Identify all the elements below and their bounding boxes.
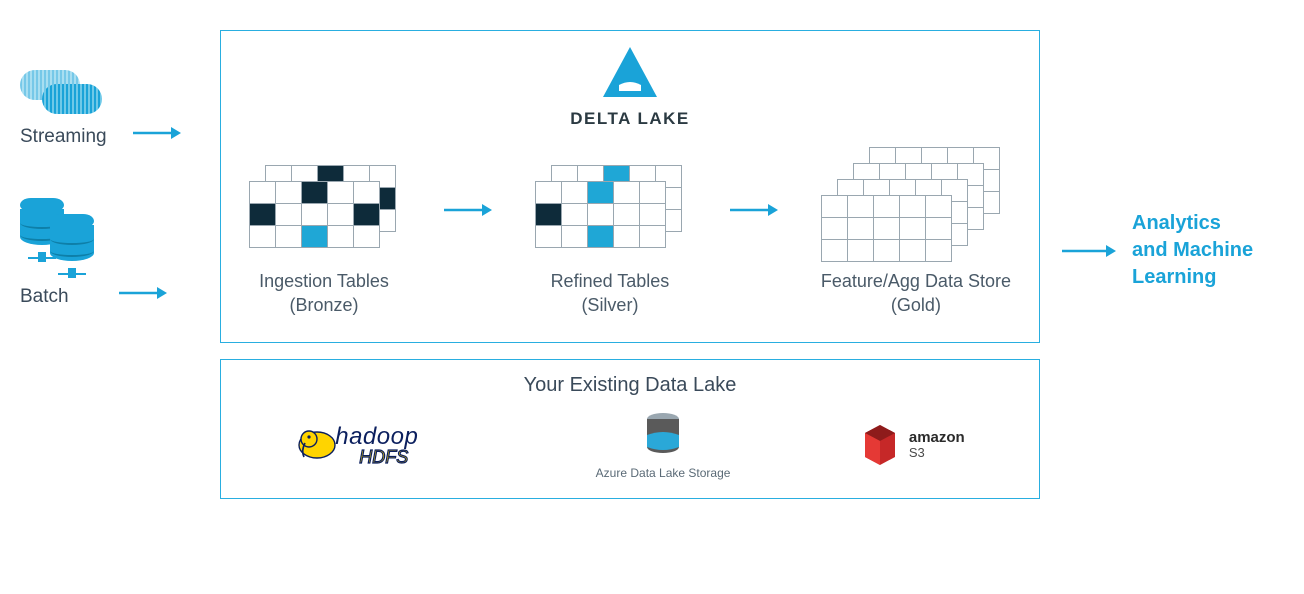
gold-label: Feature/Agg Data Store (Gold) <box>821 269 1011 318</box>
existing-datalake-box: Your Existing Data Lake hadoop HDFS <box>220 359 1040 499</box>
arrow-icon <box>1060 242 1116 260</box>
provider-azure: Azure Data Lake Storage <box>596 411 731 480</box>
stages-row: Ingestion Tables (Bronze) Refined Tables… <box>249 147 1011 318</box>
provider-hadoop: hadoop HDFS <box>295 419 465 471</box>
azure-name: Azure Data Lake Storage <box>596 466 731 480</box>
provider-amazon-s3: amazon S3 <box>861 423 965 467</box>
delta-lake-brand: DELTA LAKE <box>570 109 690 129</box>
arrow-icon <box>131 124 181 142</box>
stage-bronze: Ingestion Tables (Bronze) <box>249 147 399 318</box>
arrow-icon <box>117 284 167 302</box>
bronze-label: Ingestion Tables (Bronze) <box>259 269 389 318</box>
diagram-root: Streaming Batch <box>20 30 1284 499</box>
delta-lake-box: DELTA LAKE Ingestion Tables (Bronze) <box>220 30 1040 343</box>
silver-tables-icon <box>535 147 685 257</box>
stage-gold: Feature/Agg Data Store (Gold) <box>821 147 1011 318</box>
stage-silver: Refined Tables (Silver) <box>535 147 685 318</box>
bronze-tables-icon <box>249 147 399 257</box>
arrow-icon <box>442 201 492 219</box>
delta-lake-header: DELTA LAKE <box>249 43 1011 129</box>
streaming-icon <box>20 70 110 118</box>
amazon-s3-icon <box>861 423 899 467</box>
output-column: Analytics and Machine Learning <box>1060 30 1284 291</box>
amazon-label: amazon S3 <box>909 429 965 461</box>
hadoop-sub: HDFS <box>359 447 408 468</box>
batch-icon <box>20 198 110 278</box>
silver-label: Refined Tables (Silver) <box>551 269 670 318</box>
storage-providers-row: hadoop HDFS Azure Data Lake Storage <box>245 411 1015 480</box>
azure-datalake-icon <box>643 411 683 457</box>
delta-lake-logo-icon <box>595 43 665 105</box>
output-label: Analytics and Machine Learning <box>1132 210 1253 291</box>
streaming-source: Streaming <box>20 70 200 148</box>
gold-tables-icon <box>821 147 1011 257</box>
datalake-title: Your Existing Data Lake <box>245 374 1015 397</box>
batch-label: Batch <box>20 286 69 308</box>
arrow-icon <box>728 201 778 219</box>
streaming-label: Streaming <box>20 126 107 148</box>
sources-column: Streaming Batch <box>20 30 200 308</box>
main-column: DELTA LAKE Ingestion Tables (Bronze) <box>220 30 1040 499</box>
batch-source: Batch <box>20 198 200 308</box>
